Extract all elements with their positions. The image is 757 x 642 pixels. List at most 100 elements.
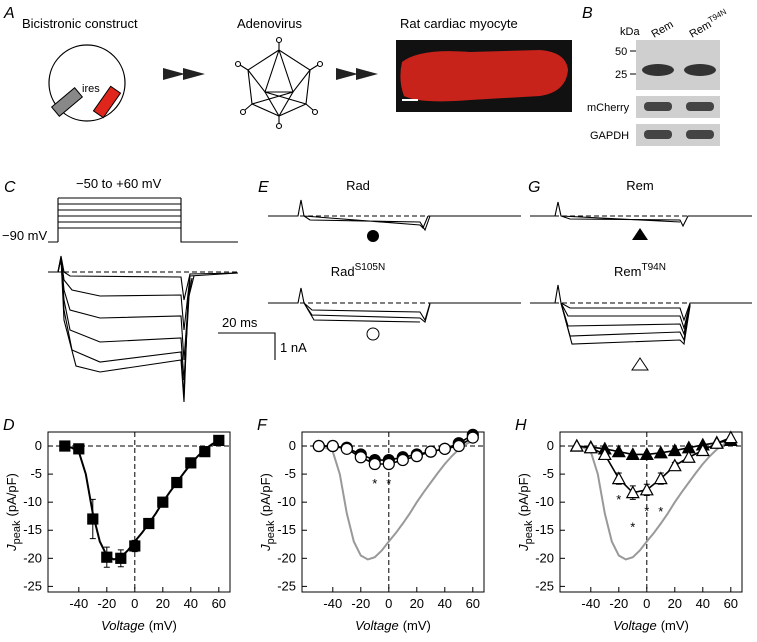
marker	[354, 451, 367, 464]
marker	[157, 496, 169, 508]
marker	[171, 476, 183, 489]
label: Rad	[346, 178, 370, 193]
x-tick-label: 60	[212, 596, 226, 611]
marker	[326, 439, 339, 453]
y-tick-label: -25	[535, 578, 554, 593]
protocol	[48, 197, 238, 243]
marker	[438, 442, 451, 455]
marker	[410, 450, 423, 463]
panel-letter: E	[258, 179, 269, 196]
label: kDa	[620, 26, 640, 38]
y-tick-label: -10	[23, 494, 42, 509]
panel-letter: D	[3, 417, 15, 434]
marker	[695, 443, 710, 457]
marker	[213, 434, 225, 447]
label: Rem	[650, 19, 676, 41]
symbol	[631, 357, 649, 371]
y-axis-label: peak	[523, 520, 535, 544]
marker	[639, 482, 654, 496]
band	[644, 102, 672, 111]
label: 20 ms	[222, 315, 258, 330]
y-axis-label: Jpeak (pA/pF)	[4, 473, 23, 552]
marker	[583, 440, 598, 454]
y-tick-label: -10	[277, 494, 296, 509]
marker	[312, 439, 325, 453]
x-axis-label: Voltage	[613, 618, 657, 633]
label: RemT94N	[614, 262, 666, 279]
label: mCherry	[587, 102, 630, 114]
x-tick-label: -20	[97, 596, 116, 611]
iv-chart: H 0 -5 -10 -15 -20 -25 -40 -20 0 20 40 60 Voltage (mV)…	[515, 417, 743, 633]
marker	[639, 447, 654, 461]
panel-letter: A	[3, 5, 15, 22]
y-tick-label: 0	[547, 438, 554, 453]
label: Adenovirus	[237, 16, 303, 31]
y-tick-label: -20	[23, 550, 42, 565]
marker	[396, 453, 409, 467]
marker	[611, 444, 626, 458]
iv-chart: D 0 -5 -10 -15 -20 -25 -40 -20 0 20 40 60 Voltage (mV)…	[3, 417, 231, 633]
marker	[129, 540, 141, 552]
marker	[59, 440, 71, 452]
marker	[723, 430, 738, 444]
y-axis-label: (pA/pF)	[516, 473, 531, 516]
band	[644, 130, 672, 139]
gene-red	[92, 85, 122, 119]
marker	[569, 438, 584, 452]
x-tick-label: 0	[643, 596, 650, 611]
y-tick-label: -25	[277, 578, 296, 593]
marker	[340, 442, 353, 455]
marker	[625, 485, 640, 499]
label: S105N	[355, 262, 386, 273]
arrow	[163, 68, 205, 80]
x-axis-label: Voltage (mV)	[355, 618, 431, 633]
marker	[667, 443, 682, 457]
label: GAPDH	[590, 130, 629, 142]
plot-frame	[47, 431, 231, 593]
marker	[199, 446, 211, 458]
current-traces	[530, 284, 752, 346]
current-traces	[268, 199, 520, 232]
scale-bar	[218, 332, 276, 360]
fit-curve	[576, 439, 732, 561]
arrow	[336, 68, 378, 80]
marker	[143, 517, 155, 530]
y-tick-label: -20	[535, 550, 554, 565]
label: RemT94N	[687, 7, 731, 41]
y-tick-label: -25	[23, 578, 42, 593]
panel-letter: C	[4, 179, 16, 196]
fit-curve	[318, 439, 474, 561]
marker	[101, 551, 113, 563]
label: −50 to +60 mV	[76, 176, 162, 191]
panel-letter: F	[257, 417, 268, 434]
marker	[115, 552, 127, 564]
x-axis-label: Voltage (mV)	[101, 618, 177, 633]
blot	[636, 96, 720, 118]
y-axis-label: peak	[265, 520, 277, 544]
marker	[681, 450, 696, 463]
significance-star: *	[386, 476, 391, 491]
y-tick-label: -15	[277, 522, 296, 537]
x-tick-label: 40	[438, 596, 452, 611]
label: T94N	[707, 7, 729, 25]
band	[686, 130, 714, 139]
significance-star: *	[630, 519, 635, 534]
marker	[667, 458, 682, 472]
significance-star: *	[644, 503, 649, 518]
band	[642, 64, 674, 76]
label: RadS105N	[331, 262, 385, 279]
y-axis-label: J	[4, 544, 19, 552]
plot-frame	[559, 431, 743, 593]
label: Rem	[626, 178, 653, 193]
label: ires	[82, 83, 100, 95]
marker	[466, 431, 479, 444]
marker	[625, 447, 640, 461]
marker	[709, 435, 724, 449]
x-axis-label: Voltage	[101, 618, 145, 633]
label: 1 nA	[280, 340, 307, 355]
marker	[185, 457, 197, 469]
x-tick-label: 40	[696, 596, 710, 611]
label: Rad	[331, 264, 355, 279]
x-tick-label: -40	[323, 596, 342, 611]
